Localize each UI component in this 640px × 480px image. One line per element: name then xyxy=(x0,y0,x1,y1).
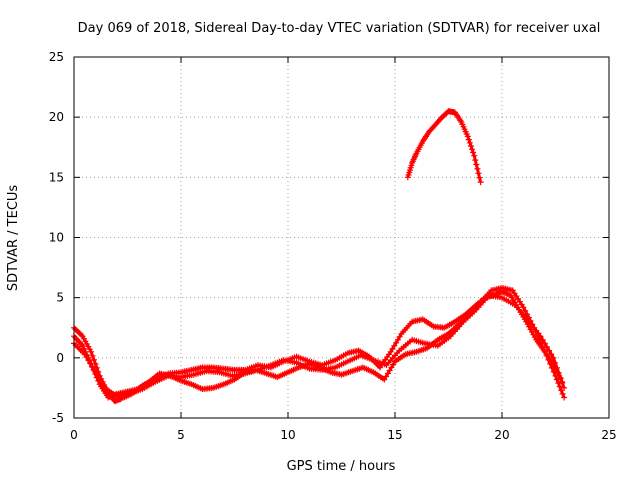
x-tick-label: 20 xyxy=(494,428,509,442)
series-markers xyxy=(71,285,568,401)
series-track-b xyxy=(71,285,568,401)
y-tick-label: 15 xyxy=(49,170,64,184)
x-tick-label: 5 xyxy=(177,428,185,442)
x-tick-label: 10 xyxy=(280,428,295,442)
y-tick-label: -5 xyxy=(52,411,64,425)
x-tick-label: 15 xyxy=(387,428,402,442)
y-tick-label: 0 xyxy=(56,351,64,365)
data-series xyxy=(71,108,568,405)
y-tick-label: 25 xyxy=(49,50,64,64)
y-axis-label: SDTVAR / TECUs xyxy=(6,185,21,292)
axis-ticks: 0 5 10 15 20 25 -5 0 5 10 15 20 25 xyxy=(49,50,617,442)
chart-title: Day 069 of 2018, Sidereal Day-to-day VTE… xyxy=(78,21,601,36)
x-axis-label: GPS time / hours xyxy=(287,459,396,474)
y-tick-label: 10 xyxy=(49,231,64,245)
series-track-d xyxy=(404,108,484,186)
x-tick-label: 0 xyxy=(70,428,78,442)
x-tick-label: 25 xyxy=(601,428,616,442)
y-tick-label: 5 xyxy=(56,291,64,305)
series-markers xyxy=(404,108,484,186)
y-tick-label: 20 xyxy=(49,110,64,124)
